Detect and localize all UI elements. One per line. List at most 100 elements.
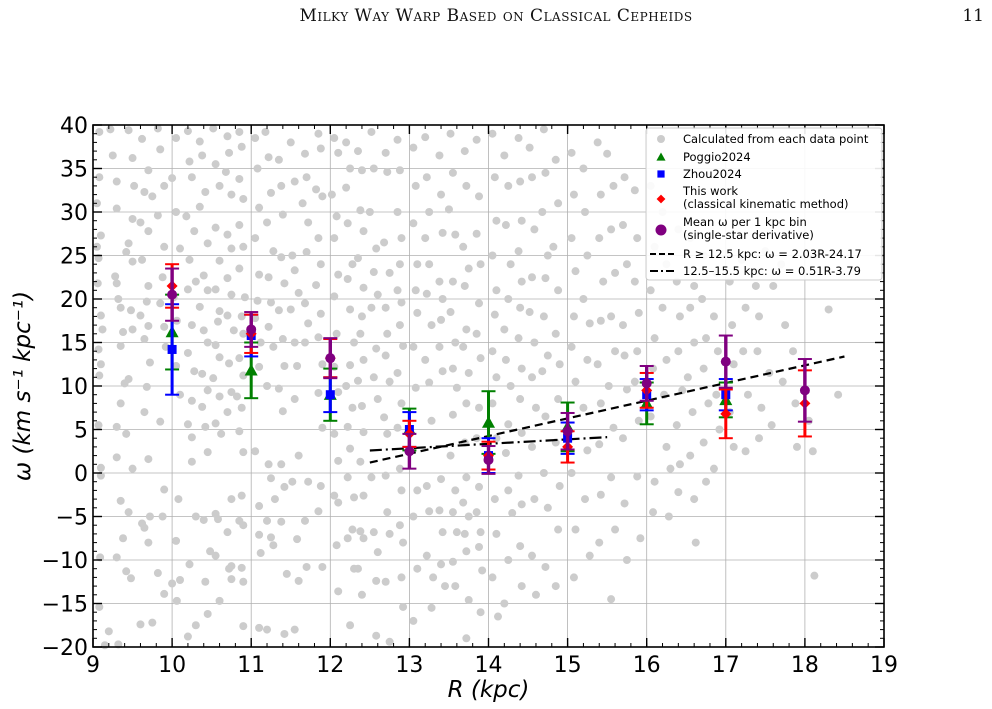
background-point: [261, 127, 270, 136]
running-title: Milky Way Warp Based on Classical Cephei…: [299, 6, 693, 26]
background-point: [593, 360, 602, 369]
background-point: [367, 473, 376, 482]
background-point: [385, 268, 394, 277]
background-point: [517, 364, 526, 373]
background-point: [607, 225, 616, 234]
background-point: [448, 364, 457, 373]
background-point: [318, 192, 327, 201]
background-point: [504, 420, 513, 429]
background-point: [365, 208, 374, 216]
background-point: [300, 516, 309, 525]
background-point: [215, 256, 224, 265]
background-point: [280, 279, 289, 288]
background-point: [446, 451, 455, 460]
legend-label-this-work-sub: (classical kinematic method): [683, 197, 849, 211]
background-point: [183, 632, 192, 641]
background-point: [95, 602, 104, 611]
background-point: [359, 355, 368, 364]
background-point: [290, 625, 299, 634]
background-point: [369, 268, 378, 277]
background-point: [500, 325, 509, 334]
background-point: [343, 422, 352, 431]
background-point: [367, 127, 376, 136]
x-tick-label: 14: [475, 653, 503, 678]
background-point: [452, 383, 461, 392]
background-point: [709, 312, 718, 321]
background-point: [686, 451, 695, 460]
background-point: [395, 521, 404, 530]
background-point: [397, 399, 406, 408]
background-point: [314, 388, 323, 397]
background-point: [567, 342, 576, 351]
background-point: [156, 417, 165, 426]
background-point: [239, 577, 248, 586]
background-point: [316, 309, 325, 318]
background-point: [264, 153, 273, 162]
background-point: [294, 576, 303, 585]
background-point: [223, 408, 232, 417]
background-point: [555, 360, 564, 369]
background-point: [185, 560, 194, 569]
background-point: [293, 535, 302, 544]
background-point: [741, 447, 750, 456]
background-point: [500, 599, 509, 608]
background-point: [353, 254, 362, 263]
background-point: [514, 134, 523, 143]
background-point: [269, 541, 278, 550]
background-point: [462, 547, 471, 556]
background-point: [531, 403, 540, 412]
background-point: [604, 382, 613, 390]
background-point: [555, 482, 564, 491]
background-point: [251, 234, 260, 243]
background-point: [95, 173, 104, 182]
background-point: [353, 147, 362, 156]
background-point: [464, 512, 473, 521]
background-point: [611, 525, 620, 534]
background-point: [472, 135, 481, 144]
background-point: [168, 579, 177, 588]
background-point: [781, 321, 790, 330]
background-point: [183, 348, 192, 357]
x-axis-label: R (kpc): [448, 677, 530, 703]
background-point: [704, 399, 713, 408]
background-point: [298, 199, 307, 208]
poggio2024-point: [244, 363, 258, 376]
background-point: [492, 373, 501, 382]
background-point: [435, 342, 444, 351]
background-point: [539, 125, 548, 134]
background-point: [425, 378, 434, 387]
background-point: [630, 186, 639, 195]
background-point: [413, 486, 422, 495]
background-point: [270, 495, 279, 504]
background-point: [372, 576, 381, 585]
background-point: [342, 183, 351, 192]
background-point: [567, 469, 576, 477]
background-point: [191, 621, 200, 630]
background-point: [393, 135, 402, 144]
background-point: [304, 218, 313, 227]
background-point: [690, 495, 699, 504]
background-point: [501, 448, 510, 457]
background-point: [108, 151, 117, 160]
legend-box: [645, 127, 883, 281]
background-point: [330, 429, 339, 438]
background-point: [203, 609, 212, 618]
background-point: [583, 355, 592, 364]
background-point: [198, 151, 207, 160]
background-point: [128, 214, 137, 223]
background-point: [251, 447, 260, 456]
background-point: [698, 295, 707, 303]
background-point: [327, 190, 336, 199]
background-point: [211, 341, 220, 350]
background-point: [263, 382, 272, 390]
background-point: [198, 402, 207, 411]
background-point: [541, 274, 550, 283]
background-point: [395, 464, 404, 473]
background-point: [729, 360, 738, 369]
background-point: [739, 347, 748, 356]
background-point: [476, 354, 485, 363]
background-point: [596, 490, 605, 499]
background-point: [314, 333, 323, 342]
background-point: [209, 124, 218, 133]
background-point: [488, 129, 497, 138]
